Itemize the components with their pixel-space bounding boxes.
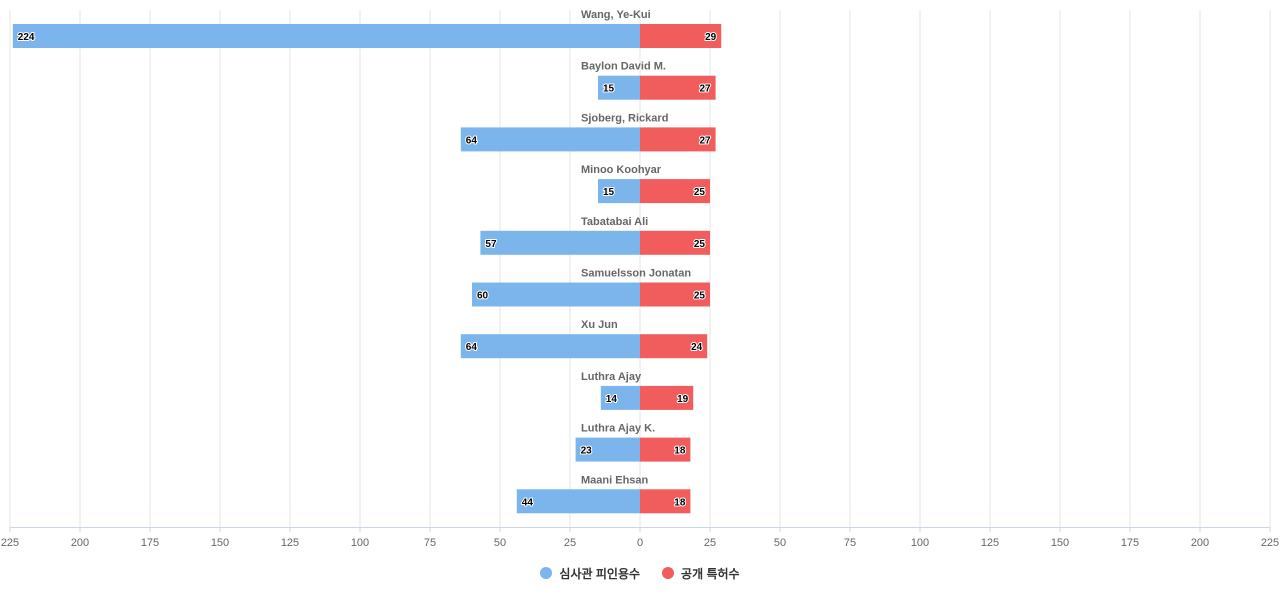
legend-item-examiner-citations[interactable]: 심사관 피인용수 (540, 565, 640, 582)
tick-label: 75 (844, 537, 856, 549)
data-label-examiner-citations: 44 (522, 497, 534, 508)
bar-examiner-citations (516, 489, 640, 514)
tick-label: 200 (71, 537, 89, 549)
category-label: Sjoberg, Rickard (581, 112, 668, 124)
bar-examiner-citations (598, 75, 640, 100)
tick-label: 100 (911, 537, 929, 549)
legend-marker-red (662, 567, 675, 579)
data-label-published-patents: 27 (699, 135, 711, 146)
tick-label: 125 (981, 537, 999, 549)
category-label: Minoo Koohyar (581, 164, 662, 176)
tick-label: 175 (1121, 537, 1139, 549)
data-label-published-patents: 27 (699, 84, 711, 95)
data-label-published-patents: 19 (677, 394, 689, 405)
bar-published-patents (640, 24, 722, 48)
data-label-published-patents: 25 (694, 187, 706, 198)
data-label-examiner-citations: 57 (485, 239, 497, 250)
bar-examiner-citations (12, 24, 641, 48)
category-label: Luthra Ajay (581, 371, 642, 383)
category-label: Wang, Ye-Kui (581, 9, 651, 21)
legend-label: 심사관 피인용수 (559, 566, 641, 581)
tick-label: 225 (1261, 537, 1279, 549)
tick-label: 125 (281, 537, 299, 549)
category-label: Luthra Ajay K. (581, 423, 655, 435)
bar-examiner-citations (600, 385, 640, 410)
data-label-published-patents: 24 (691, 342, 703, 353)
data-label-published-patents: 18 (674, 446, 686, 457)
tick-label: 25 (564, 537, 576, 549)
data-label-published-patents: 25 (694, 291, 706, 302)
data-label-examiner-citations: 224 (18, 32, 35, 43)
bars (12, 24, 722, 514)
category-label: Baylon David M. (581, 61, 666, 73)
category-label: Maani Ehsan (581, 474, 649, 486)
data-label-examiner-citations: 23 (581, 446, 593, 457)
legend-item-published-patents[interactable]: 공개 특허수 (662, 565, 740, 582)
bar-examiner-citations (575, 437, 640, 462)
data-label-published-patents: 18 (674, 497, 686, 508)
data-label-published-patents: 29 (705, 32, 717, 43)
tick-label: 0 (637, 537, 643, 549)
data-label-published-patents: 25 (694, 239, 706, 250)
data-label-examiner-citations: 15 (603, 187, 615, 198)
data-label-examiner-citations: 60 (477, 291, 489, 302)
labels: Wang, Ye-Kui 224 29 Baylon David M. 15 27 Sjob… (17, 9, 718, 509)
data-label-examiner-citations: 64 (466, 135, 478, 146)
tick-label: 150 (211, 537, 229, 549)
data-label-examiner-citations: 64 (466, 342, 478, 353)
bar-examiner-citations (460, 127, 640, 152)
bar-published-patents (640, 489, 691, 514)
tick-label: 200 (1191, 537, 1209, 549)
category-label: Tabatabai Ali (581, 216, 648, 228)
bar-published-patents (640, 75, 716, 100)
tick-label: 150 (1051, 537, 1069, 549)
bar-published-patents (640, 127, 716, 152)
legend-marker-blue (540, 567, 553, 579)
tick-label: 25 (704, 537, 716, 549)
bar-published-patents (640, 334, 708, 359)
bar-examiner-citations (472, 282, 640, 307)
category-label: Xu Jun (581, 319, 618, 331)
tick-label: 100 (351, 537, 369, 549)
tick-label: 50 (774, 537, 786, 549)
tick-label: 175 (141, 537, 159, 549)
tick-label: 50 (494, 537, 506, 549)
bar-published-patents (640, 179, 710, 204)
bar-published-patents (640, 282, 710, 307)
bar-published-patents (640, 437, 691, 462)
tick-label: 75 (424, 537, 436, 549)
bar-examiner-citations (460, 334, 640, 359)
bar-published-patents (640, 385, 694, 410)
bar-published-patents (640, 230, 710, 255)
data-label-examiner-citations: 15 (603, 84, 615, 95)
diverging-bar-chart: Wang, Ye-Kui 224 29 Baylon David M. 15 27 Sjob… (1, 9, 1279, 549)
data-label-examiner-citations: 14 (606, 394, 618, 405)
bar-examiner-citations (598, 179, 640, 204)
legend: 심사관 피인용수 공개 특허수 (0, 563, 1280, 583)
category-label: Samuelsson Jonatan (581, 268, 691, 280)
tick-label: 225 (1, 537, 19, 549)
bar-examiner-citations (480, 230, 640, 255)
legend-label: 공개 특허수 (681, 566, 740, 581)
x-axis: 225 200 175 150 125 100 75 50 25 0 25 50 75 100 125 150… (1, 527, 1279, 549)
